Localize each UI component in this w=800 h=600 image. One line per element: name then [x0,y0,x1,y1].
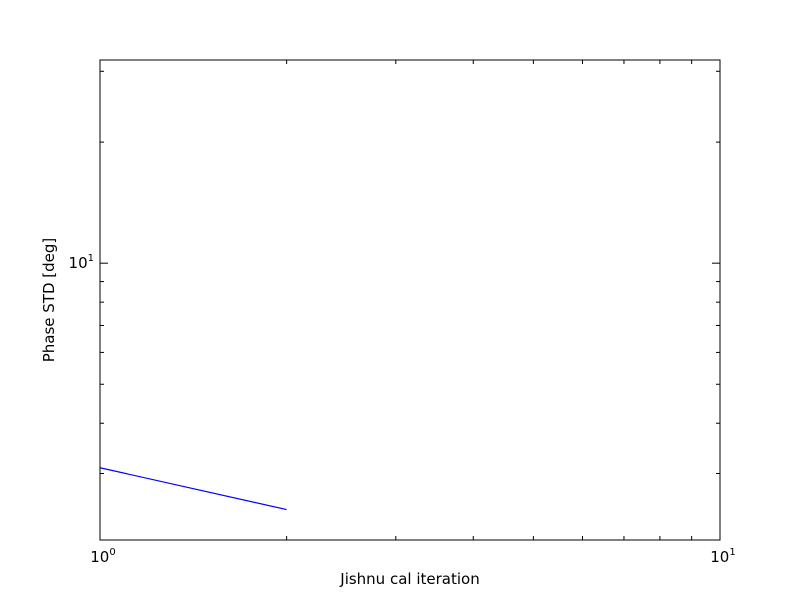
y-tick-label: 101 [69,253,94,272]
x-tick-label: 100 [90,547,115,566]
y-axis-label: Phase STD [deg] [40,238,58,363]
series-line [99,467,287,511]
plot-frame [99,59,721,541]
x-axis-label: Jishnu cal iteration [339,570,479,588]
x-tick-label: 101 [710,547,735,566]
minor-ticks [100,60,720,540]
series-layer [99,467,287,511]
tick-labels: 100 101 101 [69,253,736,566]
major-ticks [99,60,721,540]
